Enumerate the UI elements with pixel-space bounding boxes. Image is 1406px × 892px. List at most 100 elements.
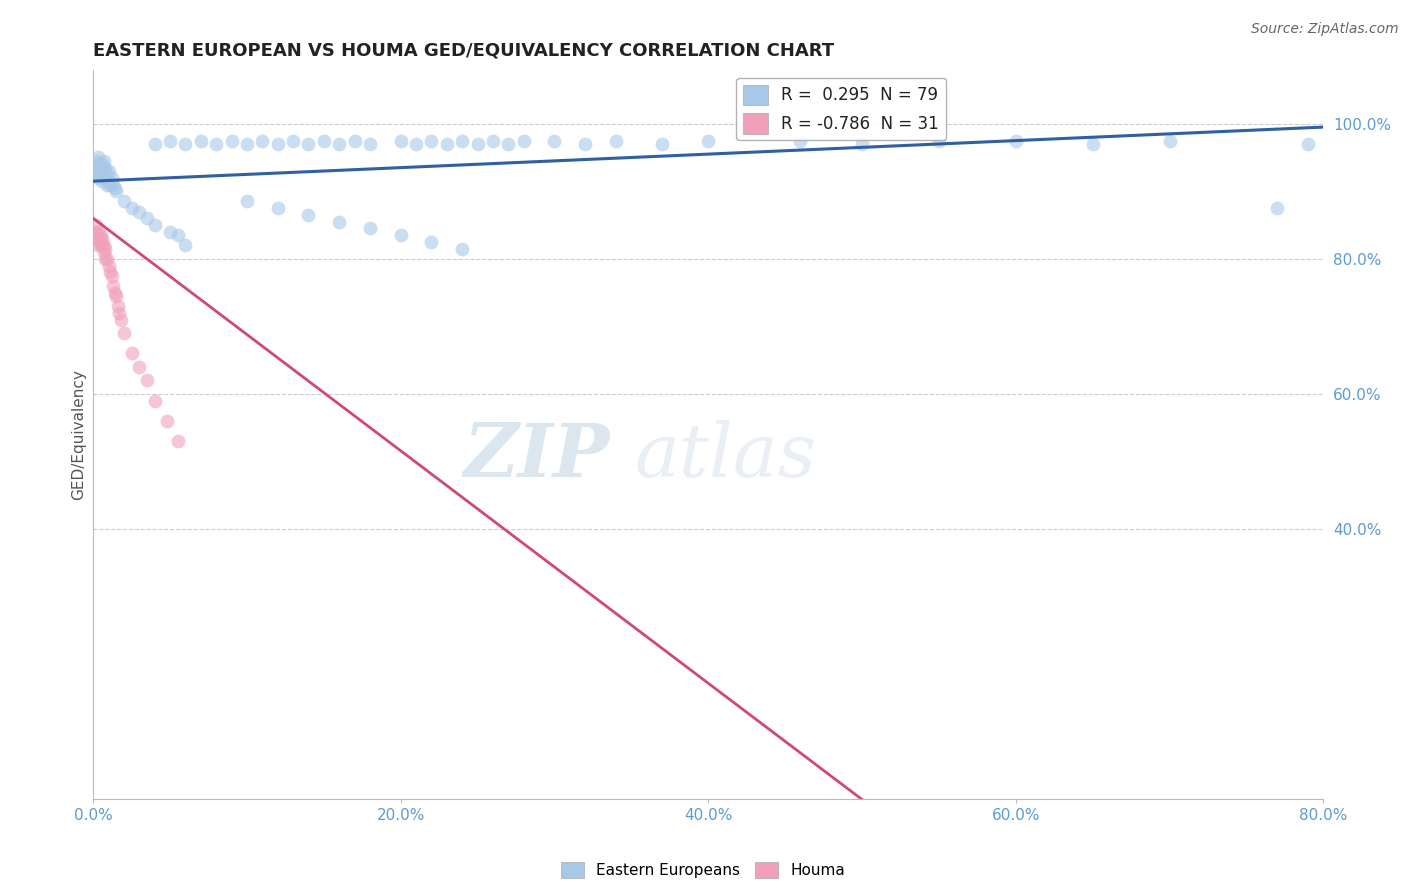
Point [89, 231, 111, 245]
Point [512, 134, 534, 148]
Point [107, 299, 129, 313]
Point [543, 134, 565, 148]
Point [100, 170, 122, 185]
Point [389, 134, 412, 148]
Point [97, 259, 120, 273]
Point [93, 170, 115, 185]
Point [90, 161, 112, 175]
Point [174, 136, 197, 151]
Text: atlas: atlas [634, 420, 817, 492]
Point [90, 228, 112, 243]
Point [101, 178, 124, 192]
Point [359, 221, 381, 235]
Point [328, 215, 350, 229]
Point [574, 136, 596, 151]
Point [90, 168, 112, 182]
Point [359, 136, 381, 151]
Legend: R =  0.295  N = 79, R = -0.786  N = 31: R = 0.295 N = 79, R = -0.786 N = 31 [737, 78, 946, 140]
Point [205, 136, 228, 151]
Point [93, 245, 115, 260]
Point [128, 204, 150, 219]
Point [1159, 134, 1181, 148]
Point [252, 134, 274, 148]
Point [93, 238, 115, 252]
Point [482, 134, 505, 148]
Point [928, 134, 950, 148]
Point [420, 134, 443, 148]
Point [98, 178, 121, 192]
Point [91, 238, 114, 252]
Point [405, 136, 427, 151]
Point [281, 134, 304, 148]
Point [94, 170, 117, 185]
Point [93, 164, 115, 178]
Point [343, 134, 366, 148]
Point [1081, 136, 1104, 151]
Point [91, 231, 114, 245]
Point [105, 184, 128, 198]
Point [104, 181, 127, 195]
Point [121, 201, 143, 215]
Point [166, 228, 188, 243]
Point [156, 414, 179, 428]
Point [89, 168, 111, 182]
Point [97, 164, 120, 178]
Point [498, 136, 520, 151]
Point [104, 285, 127, 300]
Point [267, 201, 290, 215]
Point [96, 252, 118, 266]
Point [101, 279, 124, 293]
Point [97, 174, 120, 188]
Point [166, 434, 188, 449]
Point [312, 134, 335, 148]
Point [84, 168, 107, 182]
Point [143, 218, 166, 232]
Point [94, 252, 117, 266]
Point [159, 134, 181, 148]
Point [436, 136, 458, 151]
Y-axis label: GED/Equivalency: GED/Equivalency [72, 369, 86, 500]
Point [389, 228, 412, 243]
Point [605, 134, 627, 148]
Point [83, 161, 105, 175]
Point [87, 164, 110, 178]
Point [159, 225, 181, 239]
Point [84, 218, 107, 232]
Point [236, 136, 259, 151]
Point [87, 170, 110, 185]
Legend: Eastern Europeans, Houma: Eastern Europeans, Houma [555, 856, 851, 884]
Point [87, 238, 110, 252]
Point [91, 174, 114, 188]
Point [297, 208, 319, 222]
Point [100, 268, 122, 283]
Point [789, 134, 811, 148]
Point [297, 136, 319, 151]
Point [89, 157, 111, 171]
Text: ZIP: ZIP [464, 420, 610, 492]
Point [94, 242, 117, 256]
Point [87, 225, 110, 239]
Point [190, 134, 212, 148]
Point [121, 346, 143, 360]
Point [96, 168, 118, 182]
Point [1004, 134, 1026, 148]
Point [1265, 201, 1288, 215]
Point [105, 289, 128, 303]
Point [84, 153, 107, 168]
Point [420, 235, 443, 249]
Point [90, 238, 112, 252]
Point [697, 134, 720, 148]
Point [91, 168, 114, 182]
Point [108, 306, 131, 320]
Point [651, 136, 673, 151]
Text: Source: ZipAtlas.com: Source: ZipAtlas.com [1251, 22, 1399, 37]
Point [136, 211, 159, 226]
Point [143, 136, 166, 151]
Point [110, 312, 132, 326]
Point [96, 178, 118, 192]
Point [136, 374, 159, 388]
Text: EASTERN EUROPEAN VS HOUMA GED/EQUIVALENCY CORRELATION CHART: EASTERN EUROPEAN VS HOUMA GED/EQUIVALENC… [93, 42, 834, 60]
Point [112, 326, 135, 341]
Point [467, 136, 489, 151]
Point [91, 157, 114, 171]
